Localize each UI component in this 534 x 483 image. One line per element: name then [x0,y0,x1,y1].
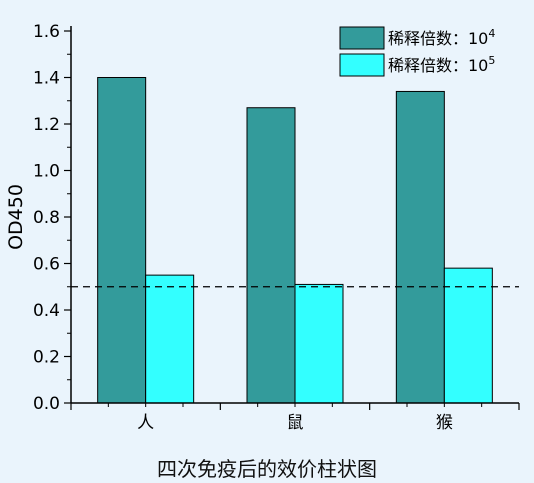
y-axis-title: OD450 [5,184,27,250]
y-tick-label: 1.4 [33,69,60,89]
y-tick-label: 1.2 [33,115,60,135]
y-tick-label: 0.4 [33,301,60,321]
y-tick-label: 0.2 [33,348,60,368]
legend-label-1: 稀释倍数：104 [388,27,495,48]
legend: 稀释倍数：104 稀释倍数：105 [339,26,495,77]
legend-swatch-2 [339,53,385,77]
y-tick-label: 0.0 [33,394,60,414]
x-category-label: 人 [137,413,154,433]
legend-exponent: 5 [488,54,495,67]
y-tick-label: 0.8 [33,208,60,228]
y-tick-label: 1.0 [33,162,60,182]
x-category-label: 猴 [436,413,453,433]
bar-s2-1 [145,274,195,404]
bar-s1-3 [395,90,445,404]
y-tick-label: 0.6 [33,255,60,275]
legend-label-2: 稀释倍数：105 [388,54,495,75]
bar-s1-1 [97,77,147,404]
bar-s2-2 [294,283,344,404]
axes-layer: 0.0 0.2 0.4 0.6 0.8 1.0 1.2 1.4 1.6 人 鼠 猴 OD450 [5,22,520,433]
bar-s1-2 [246,107,296,404]
legend-exponent: 4 [488,27,495,40]
bar-chart: 0.0 0.2 0.4 0.6 0.8 1.0 1.2 1.4 1.6 人 鼠 猴 OD450 稀释倍数… [5,22,520,433]
bars-layer [97,77,493,404]
x-category-label: 鼠 [287,413,304,433]
legend-swatch-1 [339,26,385,50]
y-tick-label: 1.6 [33,22,60,42]
chart-title: 四次免疫后的效价柱状图 [157,457,377,481]
bar-s2-3 [443,267,493,404]
